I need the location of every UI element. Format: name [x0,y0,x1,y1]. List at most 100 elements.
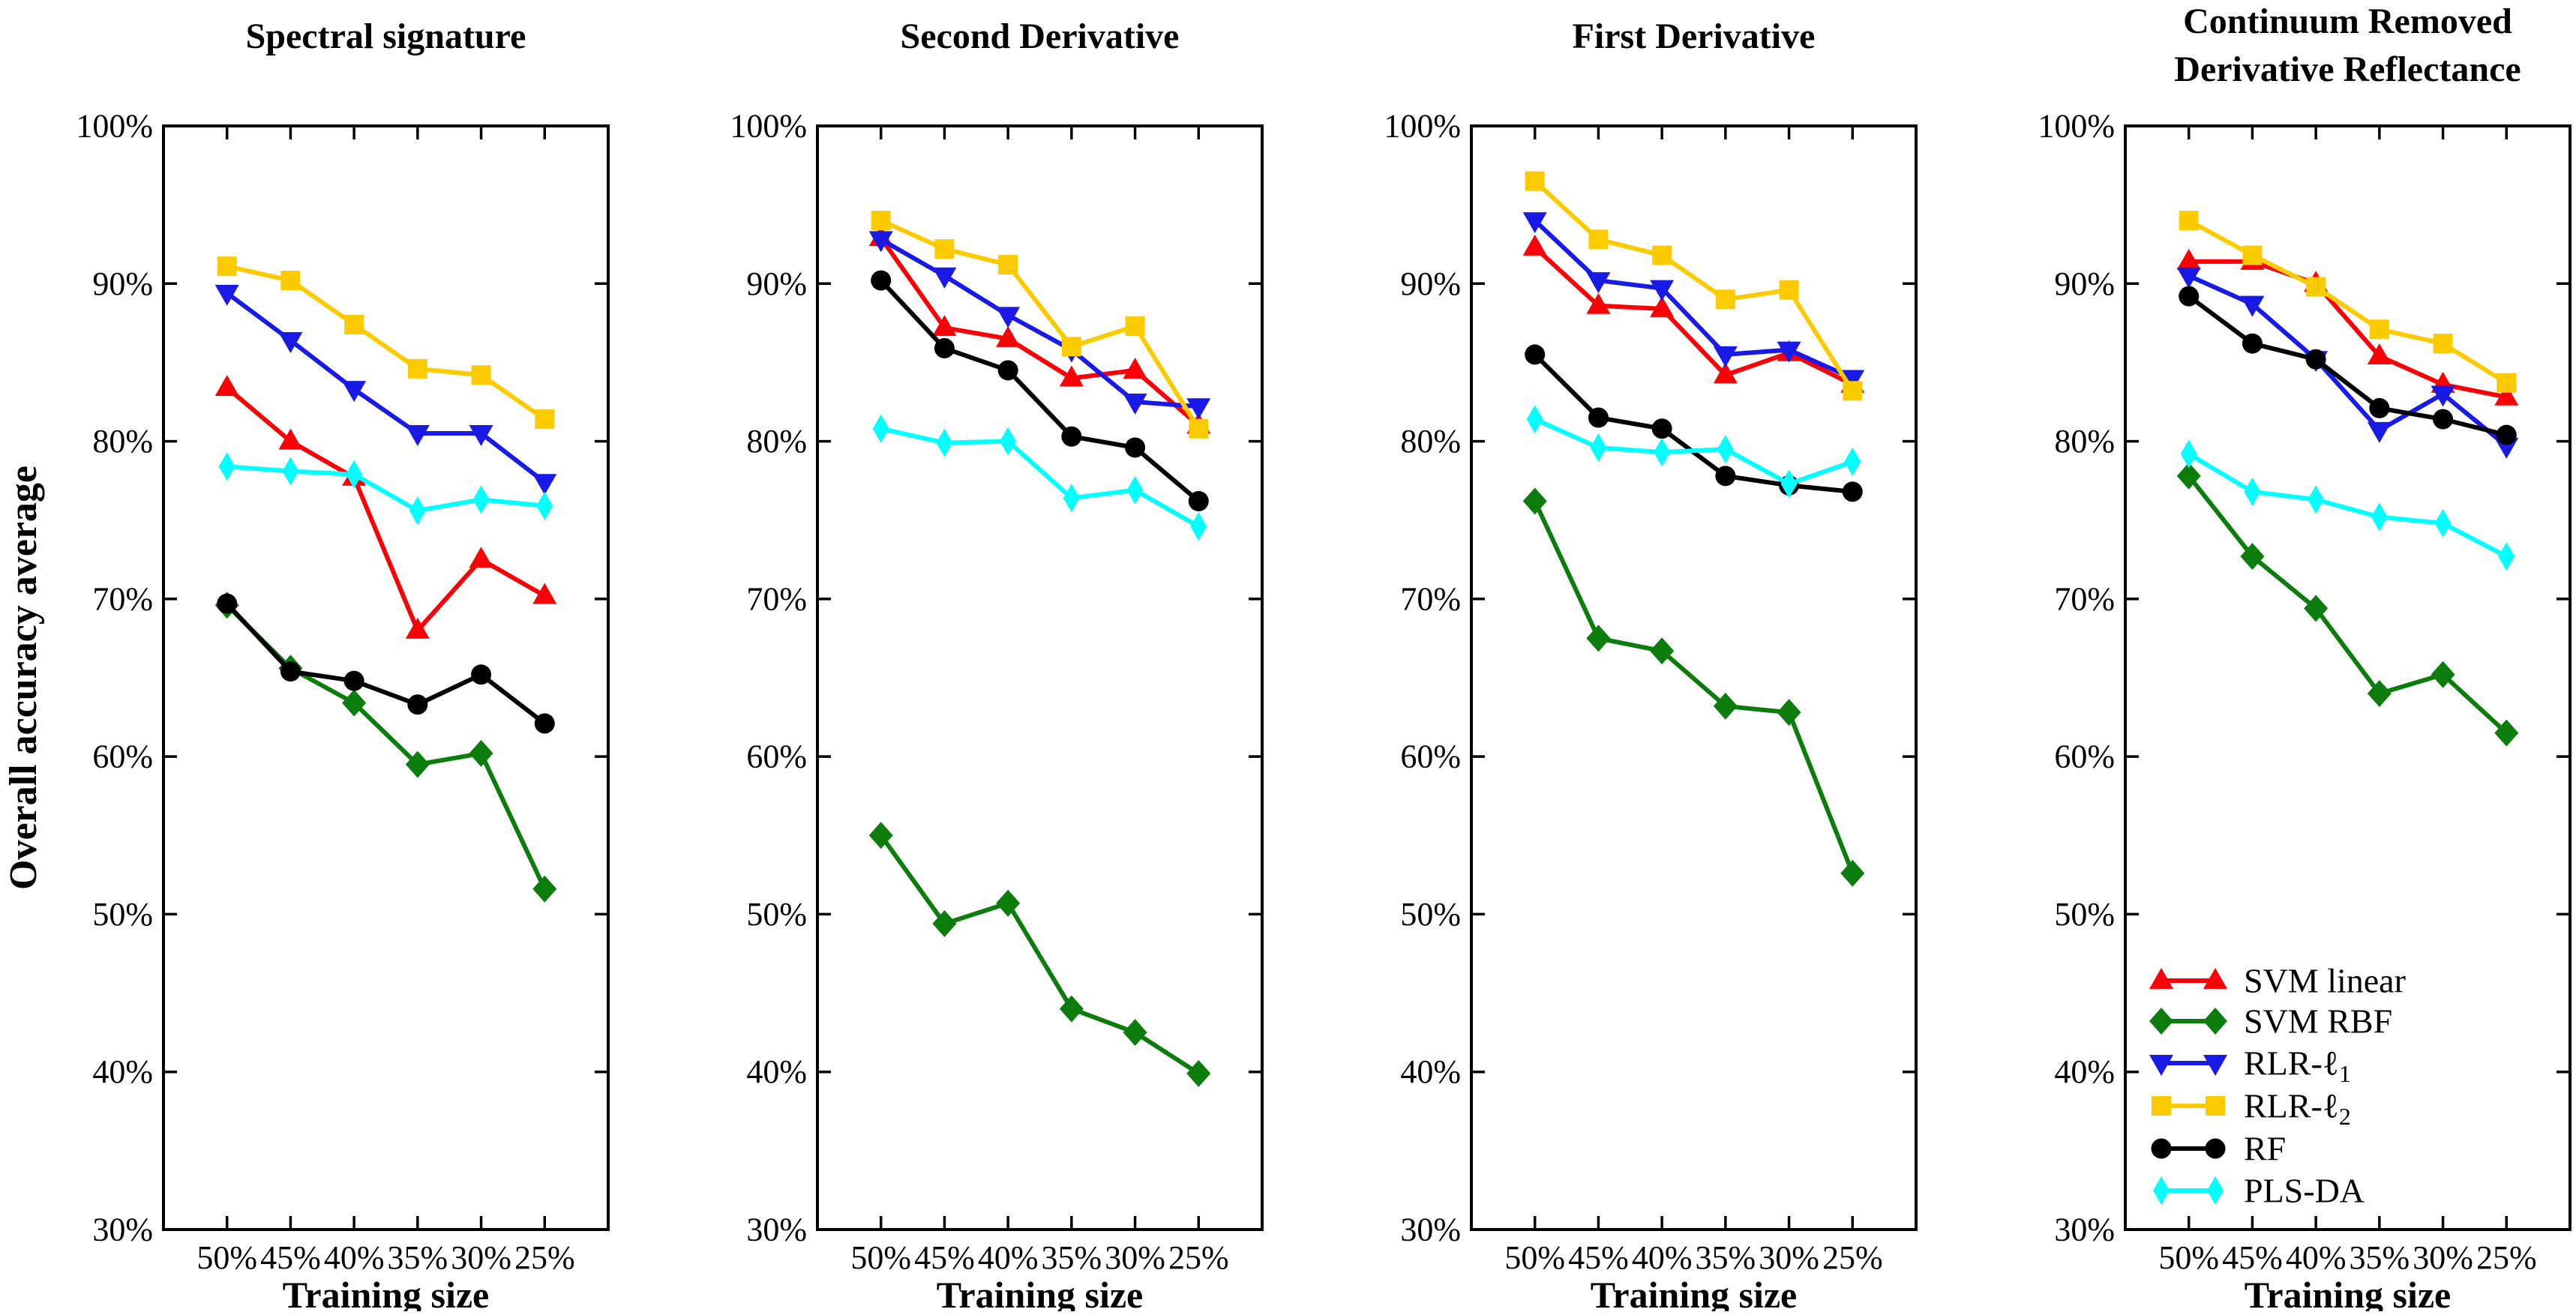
panel-4: 100%90%80%70%60%50%40%30%50% 45% 40% 35% 30%… [2038,1,2572,1315]
y-axis-label: Overall accuracy average [2,466,45,890]
y-tick-label: 70% [92,580,153,617]
thin-diamond-marker [1844,447,1861,476]
series-svm_rbf [2176,462,2519,747]
panel-title: Continuum Removed [2183,1,2512,41]
thin-diamond-marker [872,414,889,443]
circle-marker [1125,437,1146,458]
panel-title: First Derivative [1573,16,1816,56]
square-marker [2369,319,2389,340]
triangle-down-marker [1713,346,1738,367]
plot-area [816,124,1264,1231]
series-svm_rbf [1522,487,1865,887]
legend-entry-svm_rbf: SVM RBF [2149,1002,2392,1041]
y-tick-label: 50% [92,896,153,933]
legend-entry-rlr_l2: RLR-ℓ2 [2152,1087,2351,1130]
x-tick-label: 30% [2413,1239,2473,1276]
diamond-marker [342,689,367,717]
y-tick-label: 60% [2054,738,2115,775]
series-line-rlr_l2 [1533,179,1855,392]
y-tick-labels: 100% 90% 80% 70% 60% 50% 40% 30% [1384,108,1461,1248]
series-line-svm_rbf [879,834,1200,1076]
thin-diamond-marker [1780,469,1798,499]
plot-area [162,124,610,1231]
diamond-marker [1522,487,1547,515]
triangle-down-marker [1186,398,1211,420]
triangle-down-marker [1840,370,1865,391]
series-rf [871,270,1209,511]
series-line-rlr_l1 [2188,274,2509,448]
triangle-up-marker [1650,295,1675,317]
y-tick-label: 50% [2054,896,2115,933]
series-rlr_l1 [1522,212,1865,391]
triangle-up-marker [1123,357,1147,379]
triangle-down-marker [2367,421,2392,443]
square-marker [998,255,1018,275]
x-tick-label: 25% [514,1239,575,1276]
diamond-marker [469,739,493,767]
circle-marker [2305,349,2326,370]
triangle-down-marker [996,307,1021,328]
diamond-marker [2240,543,2265,571]
thin-diamond-marker [472,485,490,514]
triangle-up-marker [405,617,430,639]
square-marker [1588,229,1609,250]
circle-marker [343,670,364,691]
thin-diamond-marker [1126,475,1144,505]
diamond-marker [1059,995,1084,1023]
diamond-marker [996,889,1021,917]
triangle-down-marker [532,474,557,496]
thin-diamond-marker [1526,405,1543,434]
y-tick-label: 70% [1400,580,1461,617]
x-axis-label: Training size [283,1274,489,1311]
square-marker [1125,316,1145,337]
y-tick-label: 90% [92,265,153,302]
thin-diamond-marker [536,491,553,520]
circle-marker [280,661,301,682]
triangle-up-marker [278,428,303,450]
circle-marker [534,713,555,734]
y-tick-label: 60% [92,738,153,775]
series-rlr_l2 [1525,171,1863,401]
x-tick-label: 30% [1759,1239,1819,1276]
y-tick-label: 60% [746,738,807,775]
square-marker [2497,373,2517,393]
circle-marker [2369,397,2390,418]
y-tick-labels: 100% 90% 80% 70% 60% 50% 40% 30% [76,108,153,1248]
y-tick-label: 40% [1400,1053,1461,1090]
series-line-svm_rbf [1532,500,1855,874]
x-tick-label: 35% [1042,1239,1102,1276]
series-line-svm_linear [1533,245,1854,387]
y-tick-label: 30% [1400,1212,1461,1248]
circle-marker [2205,1138,2226,1159]
circle-marker [1842,481,1863,502]
square-marker [2179,211,2199,231]
triangle-up-marker [469,547,493,568]
thin-diamond-marker [2498,542,2515,571]
diamond-marker [1123,1019,1147,1047]
triangle-up-marker [2367,343,2392,365]
thin-diamond-marker [1000,427,1017,456]
series-line-rf [879,279,1201,503]
panel-1: 100%90%80%70%60%50%40%30%50% 45% 40% 35% 30%… [76,16,610,1315]
square-marker [2152,1096,2171,1116]
circle-marker [471,664,492,685]
series-line-rlr_l1 [1533,218,1854,381]
diamond-marker [932,910,957,938]
x-axis-label: Training size [937,1274,1143,1311]
square-marker [535,409,555,430]
triangle-down-marker [1777,341,1801,363]
series-line-rlr_l2 [2188,218,2508,385]
y-tick-label: 100% [76,108,153,145]
triangle-down-marker [868,231,893,253]
diamond-marker [868,822,893,849]
series-pls_da [2180,439,2515,571]
x-tick-label: 45% [260,1239,321,1276]
legend-label: SVM linear [2244,962,2406,1000]
circle-marker [1588,407,1609,428]
triangle-down-marker [2203,1055,2227,1076]
square-marker [471,365,491,385]
series-line-rf [2187,294,2508,438]
x-tick-label: 40% [1632,1239,1693,1276]
plot-area [1470,124,1918,1231]
circle-marker [2433,409,2454,430]
